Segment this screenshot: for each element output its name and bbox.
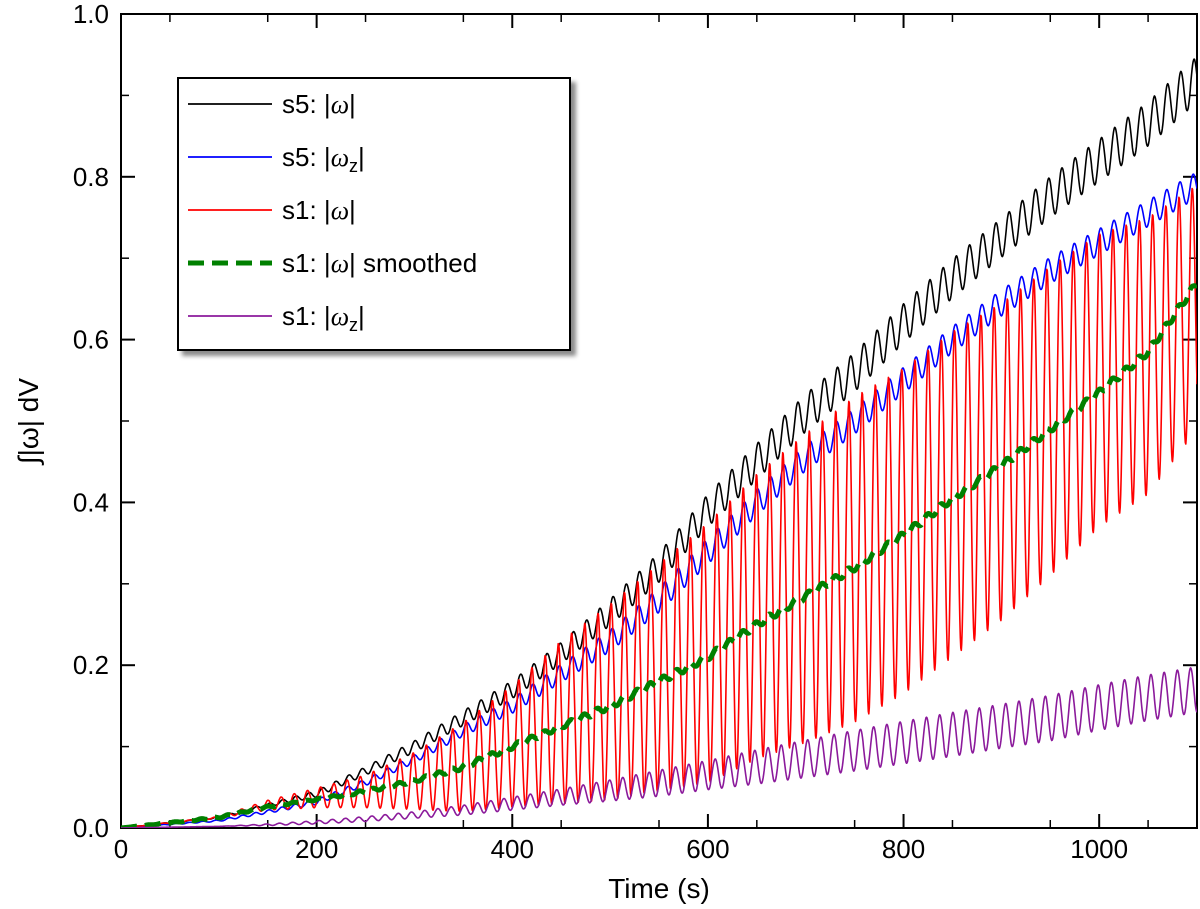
abs-bar-right: | [358,301,365,331]
legend-omega-symbol: ω [331,196,349,225]
legend-omega-symbol: ω [331,249,349,278]
legend-label-prefix: s1: [282,195,324,225]
legend-label-prefix: s1: [282,248,324,278]
legend-omega-symbol: ω [331,143,349,172]
legend-label-1: s5: |ω| [282,89,356,119]
legend: s5: |ω|s5: |ωz|s1: |ω|s1: |ω| smootheds1… [177,77,571,351]
x-tick-label: 400 [491,834,534,864]
legend-subscript: z [349,156,358,176]
y-tick-label: 0.6 [73,325,109,355]
legend-omega-symbol: ω [331,90,349,119]
abs-bar-right: | [349,89,356,119]
abs-bar-right: | [358,142,365,172]
abs-bar-left: | [324,142,331,172]
abs-bar-left: | [324,195,331,225]
series-layer [121,58,1197,828]
y-tick-label: 0.8 [73,162,109,192]
abs-bar-left: | [324,89,331,119]
abs-bar-right: | [349,248,356,278]
series-line-5 [121,667,1197,828]
series-line-3 [121,187,1197,828]
legend-label-prefix: s5: [282,89,324,119]
x-tick-label: 600 [686,834,729,864]
abs-bar-left: | [324,248,331,278]
series-line-4 [121,283,1197,828]
y-tick-label: 0.2 [73,650,109,680]
abs-bar-left: | [324,301,331,331]
x-tick-label: 200 [295,834,338,864]
axis-ticks: 0 200 400 600 800 1000 0.0 0.2 0.4 0.6 0.8 1.0 [73,0,1197,864]
legend-label-suffix: smoothed [356,248,477,278]
x-axis-title: Time (s) [608,873,710,904]
y-tick-label: 0.4 [73,487,109,517]
x-tick-label: 1000 [1070,834,1128,864]
y-tick-label: 1.0 [73,0,109,29]
x-tick-label: 0 [114,834,128,864]
legend-label-3: s1: |ω| [282,195,356,225]
legend-label-2: s5: |ωz| [282,142,365,176]
legend-label-prefix: s1: [282,301,324,331]
series-line-1 [121,58,1197,828]
legend-subscript: z [349,315,358,335]
y-axis-title: ∫|ω| dV [13,378,44,466]
legend-label-5: s1: |ωz| [282,301,365,335]
legend-omega-symbol: ω [331,302,349,331]
legend-label-4: s1: |ω| smoothed [282,248,477,278]
abs-bar-right: | [349,195,356,225]
x-tick-label: 800 [882,834,925,864]
legend-label-prefix: s5: [282,142,324,172]
y-tick-label: 0.0 [73,813,109,843]
legend-box [177,77,571,351]
